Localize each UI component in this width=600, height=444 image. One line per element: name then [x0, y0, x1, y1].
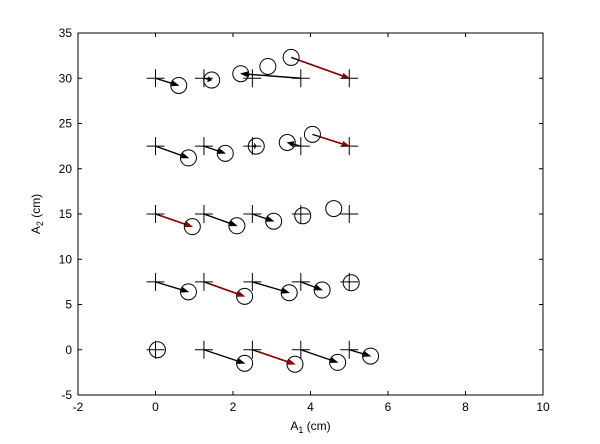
circle-marker [236, 354, 254, 372]
displacement-arrow [155, 281, 190, 293]
displacement-arrow [349, 349, 372, 357]
x-tick-label: 8 [462, 400, 469, 414]
circle-marker [170, 76, 188, 94]
plus-marker [243, 272, 262, 291]
circle-marker [179, 149, 197, 167]
circle-marker [183, 218, 201, 236]
y-tick-label: 15 [59, 207, 73, 221]
circle-marker [148, 341, 166, 359]
y-tick-label: 10 [59, 252, 73, 266]
x-tick-label: -2 [73, 400, 84, 414]
plus-marker [146, 205, 165, 223]
plus-marker [243, 205, 262, 223]
circle-marker [329, 353, 347, 371]
x-tick-label: 6 [385, 400, 392, 414]
axis-ticks: -2 0 2 4 6 8 10 -5 0 5 10 15 20 25 30 35 [59, 26, 550, 414]
x-axis-label: A1 (cm) [290, 419, 330, 435]
displacement-arrow [203, 349, 246, 364]
displacement-arrow [300, 349, 339, 363]
y-tick-label: 25 [59, 117, 73, 131]
displacement-arrow [239, 71, 301, 79]
plus-marker [291, 340, 310, 359]
plus-marker [243, 69, 262, 88]
circle-marker [232, 65, 250, 83]
circle-marker [203, 71, 221, 89]
plus-marker [340, 69, 359, 88]
plus-marker [194, 340, 213, 359]
plus-marker [194, 205, 213, 223]
circle-marker [342, 274, 360, 292]
circle-marker [325, 200, 343, 218]
y-tick-label: 20 [59, 162, 73, 176]
circle-marker [313, 281, 331, 299]
plus-marker [146, 272, 165, 291]
displacement-arrow [155, 213, 194, 228]
displacement-arrow [203, 145, 227, 154]
plot-frame [77, 32, 544, 396]
circle-marker [278, 134, 296, 152]
circle-marker [286, 355, 304, 373]
circle-marker [179, 283, 197, 301]
displacement-arrow [155, 77, 180, 87]
y-tick-label: -5 [61, 388, 72, 402]
plus-marker [194, 272, 213, 291]
y-tick-label: 5 [65, 298, 72, 312]
plus-marker [291, 69, 310, 88]
circle-marker [303, 125, 321, 143]
plus-marker [340, 137, 359, 156]
plus-marker [243, 137, 262, 156]
y-tick-label: 35 [59, 26, 73, 40]
circle-marker [236, 287, 254, 305]
x-tick-label: 0 [152, 400, 159, 414]
plus-marker [146, 69, 165, 88]
circle-marker [265, 212, 283, 230]
y-tick-label: 30 [59, 71, 73, 85]
circle-marker [280, 284, 298, 302]
circle-marker [362, 347, 380, 365]
displacement-arrow [155, 145, 190, 159]
plus-marker [340, 340, 359, 359]
displacement-arrow [252, 349, 296, 365]
circle-marker [247, 137, 265, 155]
displacement-arrow [252, 281, 291, 294]
y-tick-label: 0 [65, 343, 72, 357]
circle-marker [216, 144, 234, 162]
plus-marker [146, 137, 165, 156]
displacement-arrows [155, 56, 372, 365]
x-tick-label: 2 [230, 400, 237, 414]
circle-marker [228, 217, 246, 235]
x-tick-label: 4 [307, 400, 314, 414]
data-markers [146, 48, 380, 373]
plus-marker [340, 205, 359, 223]
displacement-arrow [252, 213, 275, 222]
displacement-arrow [203, 281, 246, 297]
x-tick-label: 10 [536, 400, 550, 414]
circle-marker [259, 57, 277, 75]
circle-marker [282, 48, 300, 66]
displacement-arrow [290, 56, 351, 79]
circle-marker [294, 207, 312, 225]
plus-marker [243, 340, 262, 359]
y-axis-label: A2 (cm) [29, 194, 45, 234]
displacement-arrow [300, 281, 323, 291]
plus-marker [194, 137, 213, 156]
displacement-arrow [203, 213, 238, 227]
plus-marker [291, 272, 310, 291]
displacement-arrow [312, 133, 351, 147]
